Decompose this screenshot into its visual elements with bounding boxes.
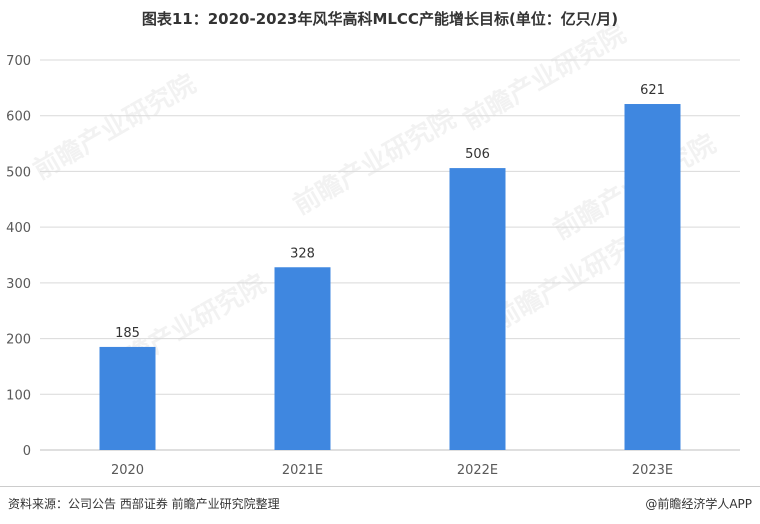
chart-title: 图表11：2020-2023年风华高科MLCC产能增长目标(单位：亿只/月) (141, 10, 619, 28)
y-tick-label: 400 (6, 221, 31, 236)
bar (99, 346, 156, 450)
data-label: 621 (640, 83, 665, 98)
bar (274, 267, 331, 450)
data-labels: 185 328 506 621 (115, 83, 665, 341)
y-axis: 0 100 200 300 400 500 600 700 (6, 54, 31, 459)
watermark-text: 前瞻产业研究院 (458, 18, 631, 136)
watermark-text: 前瞻产业研究院 (288, 103, 461, 221)
bar (624, 104, 681, 450)
data-label: 328 (290, 246, 315, 261)
x-axis: 2020 2021E 2022E 2023E (111, 463, 673, 478)
x-tick-label: 2021E (282, 463, 323, 478)
y-tick-label: 500 (6, 165, 31, 180)
gridlines (40, 59, 740, 451)
y-tick-label: 700 (6, 54, 31, 69)
bars (99, 104, 681, 451)
data-label: 506 (465, 147, 490, 162)
source-note: 资料来源：公司公告 西部证券 前瞻产业研究院整理 (8, 497, 280, 511)
y-tick-label: 600 (6, 110, 31, 125)
y-tick-label: 300 (6, 277, 31, 292)
data-label: 185 (115, 326, 140, 341)
y-tick-label: 100 (6, 388, 31, 403)
footer-divider (0, 486, 760, 487)
x-tick-label: 2023E (632, 463, 673, 478)
x-tick-label: 2022E (457, 463, 498, 478)
y-tick-label: 0 (23, 444, 31, 459)
y-tick-label: 200 (6, 333, 31, 348)
brand-credit: @前瞻经济学人APP (645, 497, 752, 511)
bar (449, 168, 506, 451)
watermark-text: 前瞻产业研究院 (28, 68, 201, 186)
x-tick-label: 2020 (111, 463, 144, 478)
